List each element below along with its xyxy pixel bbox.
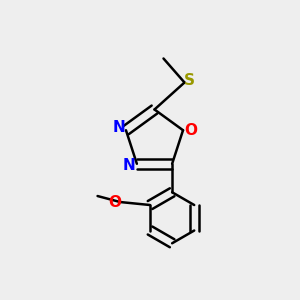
Text: N: N: [113, 120, 126, 135]
Text: O: O: [108, 194, 121, 209]
Text: N: N: [123, 158, 136, 173]
Text: S: S: [184, 73, 195, 88]
Text: O: O: [184, 123, 197, 138]
